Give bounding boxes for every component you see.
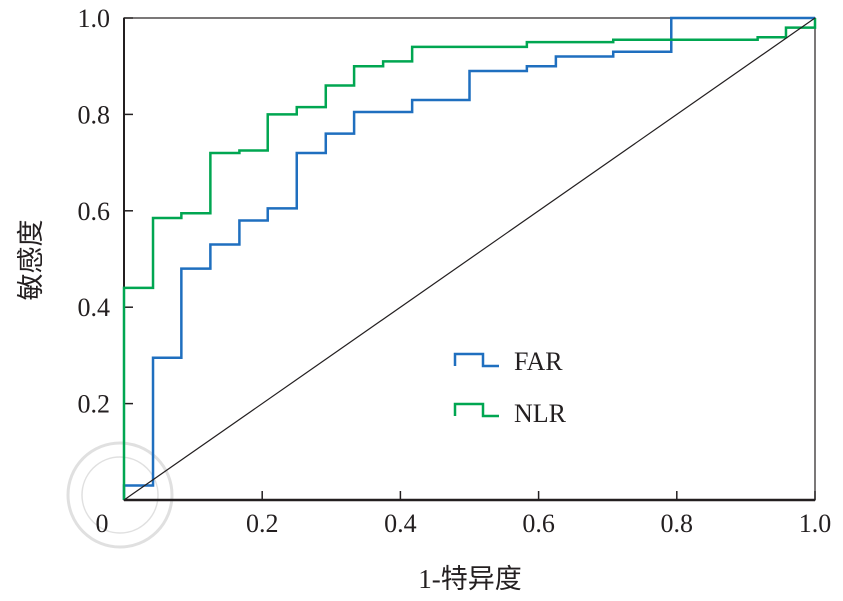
x-axis-label: 1-特异度 xyxy=(418,564,522,594)
legend-label-far: FAR xyxy=(514,347,563,376)
x-tick-label: 0.6 xyxy=(522,509,555,538)
legend-label-nlr: NLR xyxy=(514,399,567,428)
series-line-nlr xyxy=(122,18,817,500)
y-tick-label: 0.4 xyxy=(78,293,111,322)
series-line-far xyxy=(122,16,815,500)
series-line-reference xyxy=(123,17,816,501)
x-tick-label: 1.0 xyxy=(799,509,832,538)
y-tick-label: 0.8 xyxy=(78,100,111,129)
x-tick-label: 0 xyxy=(96,509,109,538)
legend-symbol-nlr xyxy=(453,402,499,418)
x-tick-label: 0.2 xyxy=(246,509,279,538)
y-tick-label: 0.2 xyxy=(78,390,111,419)
watermark-seal xyxy=(66,441,174,549)
x-tick-label: 0.8 xyxy=(661,509,694,538)
y-tick-label: 1.0 xyxy=(78,4,111,33)
x-tick-label: 0.4 xyxy=(384,509,417,538)
y-axis-label: 敏感度 xyxy=(16,220,46,301)
legend: FAR NLR xyxy=(453,347,567,428)
y-tick-label: 0.6 xyxy=(78,197,111,226)
legend-symbol-far xyxy=(453,352,499,368)
